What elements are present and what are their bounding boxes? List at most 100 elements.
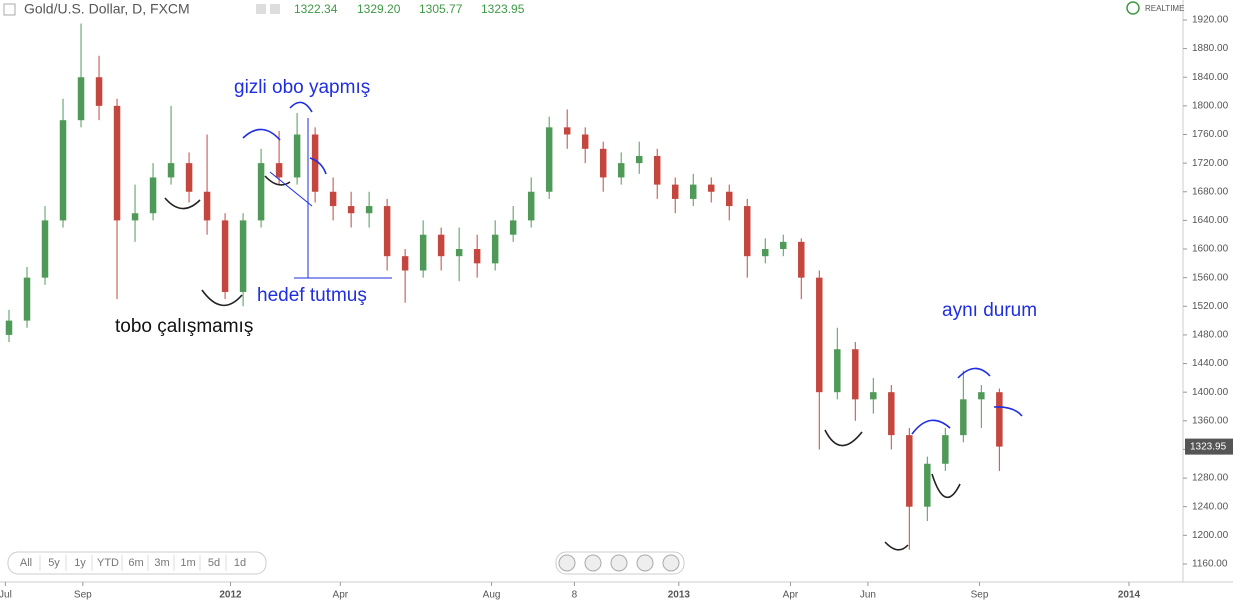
range-button[interactable]: 1m — [180, 557, 195, 569]
candle-body — [293, 134, 301, 178]
candle-body — [275, 163, 283, 178]
candle-body — [59, 120, 67, 221]
y-tick-label: 1360.00 — [1192, 415, 1229, 426]
candle-body — [95, 77, 103, 106]
x-tick-label: Apr — [333, 590, 349, 601]
candle-body — [563, 127, 571, 135]
candle-body — [599, 148, 607, 178]
chart-title: Gold/U.S. Dollar, D, FXCM — [24, 1, 190, 17]
y-tick-label: 1280.00 — [1192, 473, 1229, 484]
candle-body — [689, 184, 697, 199]
candle-body — [77, 77, 85, 121]
x-tick-label: Apr — [783, 590, 799, 601]
y-tick-label: 1680.00 — [1192, 186, 1229, 197]
candle-body — [942, 435, 949, 464]
candle-body — [491, 234, 499, 264]
scroll-right[interactable] — [662, 554, 680, 572]
x-tick-label: 2012 — [219, 590, 242, 601]
y-tick-label: 1160.00 — [1192, 559, 1228, 570]
candle-body — [671, 184, 679, 199]
candle-body — [221, 220, 229, 292]
annotation: gizli obo yapmış — [234, 77, 370, 98]
range-buttons: All 5y 1y YTD 6m 3m 1m 5d 1d — [7, 551, 267, 575]
x-tick-label: Sep — [74, 590, 92, 601]
candle-body — [257, 163, 265, 221]
reset[interactable] — [610, 554, 628, 572]
arc — [309, 157, 327, 175]
range-button[interactable]: YTD — [97, 557, 119, 569]
y-tick-label: 1480.00 — [1192, 330, 1229, 341]
arc — [931, 473, 961, 498]
range-button[interactable]: 5y — [48, 557, 60, 569]
y-tick-label: 1840.00 — [1192, 72, 1229, 83]
candle-body — [906, 435, 913, 507]
range-button[interactable]: 1y — [74, 557, 86, 569]
candle-body — [780, 241, 787, 250]
annotation: aynı durum — [942, 300, 1037, 321]
x-tick-label: 8 — [572, 590, 578, 601]
candle-body — [545, 127, 553, 192]
candle-body — [311, 134, 319, 192]
annotation: hedef tutmuş — [257, 285, 367, 306]
settings-icon[interactable] — [256, 4, 266, 14]
range-button[interactable]: 3m — [154, 557, 169, 569]
candle-body — [455, 249, 463, 257]
hide-icon[interactable] — [270, 4, 280, 14]
zoom-out[interactable] — [584, 554, 602, 572]
candle-body — [834, 349, 841, 393]
candle-body — [527, 191, 535, 221]
candle-body — [798, 241, 805, 278]
drawings — [164, 101, 1023, 551]
y-tick-label: 1560.00 — [1192, 272, 1229, 283]
zoom-in[interactable] — [636, 554, 654, 572]
candle-body — [996, 392, 1003, 447]
x-tick-label: 2014 — [1118, 590, 1141, 601]
candle-body — [185, 163, 193, 192]
quote-close: 1323.95 — [481, 2, 525, 16]
scroll-left[interactable] — [558, 554, 576, 572]
candle-body — [473, 249, 481, 264]
candle-body — [978, 392, 985, 400]
candle-body — [726, 191, 733, 207]
nav-buttons — [555, 551, 685, 575]
candle-body — [383, 206, 391, 257]
candle-body — [149, 177, 157, 214]
candle-body — [419, 234, 427, 271]
candle-body — [437, 234, 445, 257]
last-price-box — [1185, 438, 1233, 455]
candle-body — [509, 220, 517, 235]
quote-low: 1305.77 — [419, 2, 463, 16]
y-tick-label: 1720.00 — [1192, 158, 1229, 169]
arc — [164, 197, 201, 210]
range-button[interactable]: 6m — [128, 557, 143, 569]
last-price-label: 1323.95 — [1190, 441, 1227, 452]
x-tick-label: Jul — [0, 590, 12, 601]
candles — [5, 23, 1003, 550]
arc — [957, 367, 991, 379]
arc — [289, 101, 313, 113]
candle-body — [888, 392, 895, 436]
candle-body — [365, 206, 373, 214]
range-button[interactable]: 5d — [208, 557, 220, 569]
candle-body — [23, 277, 31, 321]
range-button[interactable]: 1d — [234, 557, 246, 569]
range-button[interactable]: All — [20, 557, 32, 569]
candle-body — [347, 206, 355, 214]
candle-body — [816, 277, 823, 393]
candle-body — [239, 220, 247, 292]
arc — [201, 289, 243, 307]
quote-high: 1329.20 — [357, 2, 401, 16]
candle-body — [852, 349, 859, 400]
candle-body — [131, 213, 139, 221]
realtime-icon — [1126, 1, 1140, 15]
add-icon[interactable] — [3, 3, 16, 16]
y-tick-label: 1880.00 — [1192, 43, 1229, 54]
candle-body — [5, 320, 13, 335]
candle-body — [870, 392, 877, 400]
y-tick-label: 1200.00 — [1192, 530, 1229, 541]
arc — [993, 406, 1023, 417]
x-tick-label: Jun — [860, 590, 876, 601]
candle-body — [924, 463, 931, 507]
